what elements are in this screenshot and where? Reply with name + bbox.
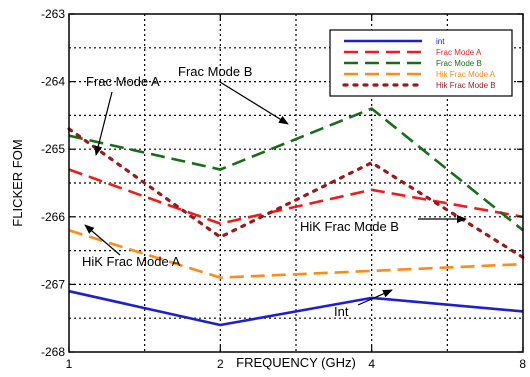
annotation-label: Frac Mode B [178, 64, 252, 79]
x-tick-label: 2 [217, 357, 224, 371]
annotation-arrow [357, 289, 393, 306]
y-axis-title: FLICKER FOM [10, 139, 25, 226]
annotation-label: Int [334, 304, 349, 319]
x-tick-label: 1 [66, 357, 73, 371]
y-tick-label: -267 [41, 277, 65, 291]
series-line-2 [68, 107, 524, 232]
annotation-arrow [219, 81, 289, 125]
annotations: Frac Mode A Frac Mode B HiK Frac Mode B HiK… [82, 64, 467, 319]
legend-label: Hik Frac Mode B [436, 81, 496, 90]
legend-label: Frac Mode A [436, 48, 482, 57]
y-tick-label: -264 [41, 75, 65, 89]
annotation-arrow [94, 91, 113, 156]
series-line-4 [67, 127, 525, 259]
y-tick-label: -266 [41, 210, 65, 224]
series-lines [67, 107, 525, 327]
plot-frame [68, 13, 524, 353]
y-tick-label: -268 [41, 345, 65, 359]
legend-label: Hik Frac Mode A [436, 70, 496, 79]
legend-label: Frac Mode B [436, 59, 482, 68]
series-line-3 [68, 229, 524, 279]
annotation-label: HiK Frac Mode A [82, 254, 181, 269]
series-line-1 [68, 168, 524, 225]
annotation-label: Frac Mode A [86, 74, 160, 89]
legend-label: int [436, 37, 445, 46]
x-tick-label: 8 [519, 357, 526, 371]
y-tick-label: -263 [41, 7, 65, 21]
annotation-label: HiK Frac Mode B [300, 219, 399, 234]
annotation-arrow [84, 224, 121, 256]
y-tick-label: -265 [41, 142, 65, 156]
series-line-0 [68, 289, 524, 327]
x-axis-title: FREQUENCY (GHz) [236, 355, 356, 370]
x-tick-label: 4 [368, 357, 375, 371]
legend: int Frac Mode A Frac Mode B Hik Frac Mode A… [329, 29, 513, 97]
